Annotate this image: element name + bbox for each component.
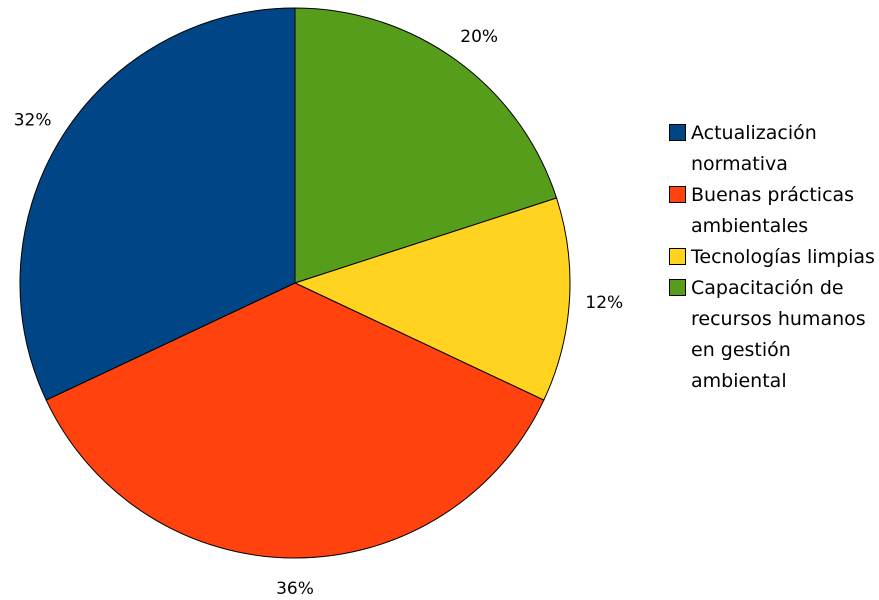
pie-slice-buenas-practicas	[45, 282, 545, 559]
legend-swatch-actualizacion	[669, 124, 686, 141]
legend-label-actualizacion: Actualización normativa	[691, 122, 817, 175]
pie-slice-tecnologias	[293, 197, 571, 401]
legend-item-tecnologias: Tecnologías limpias	[669, 242, 879, 273]
pie-slice-actualizacion	[19, 7, 296, 401]
legend-label-buenas-practicas: Buenas prácticas ambientales	[691, 184, 855, 237]
pie-slice-capacitacion	[294, 7, 558, 284]
legend: Actualización normativa Buenas prácticas…	[669, 118, 879, 397]
pie-slices	[19, 7, 571, 559]
legend-item-capacitacion: Capacitación de recursos humanos en gest…	[669, 273, 879, 397]
pie-labels: 20% 12% 36% 32%	[14, 27, 623, 599]
pie-label-capacitacion: 20%	[460, 27, 498, 47]
legend-label-capacitacion: Capacitación de recursos humanos en gest…	[691, 277, 866, 392]
legend-swatch-buenas-practicas	[669, 186, 686, 203]
legend-swatch-tecnologias	[669, 248, 686, 265]
pie-label-buenas-practicas: 36%	[276, 579, 314, 599]
legend-swatch-capacitacion	[669, 279, 686, 296]
pie-label-actualizacion: 32%	[14, 111, 52, 131]
legend-item-buenas-practicas: Buenas prácticas ambientales	[669, 180, 879, 242]
legend-item-actualizacion: Actualización normativa	[669, 118, 879, 180]
legend-label-tecnologias: Tecnologías limpias	[691, 246, 875, 268]
pie-label-tecnologias: 12%	[585, 293, 623, 313]
